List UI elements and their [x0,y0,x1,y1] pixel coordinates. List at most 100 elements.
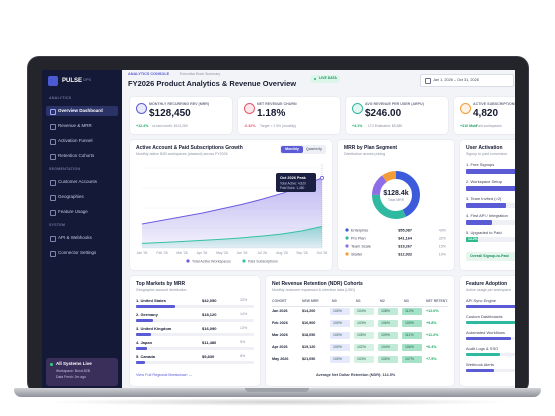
legend-swatch [345,244,349,248]
nav-label: Revenue & MRR [58,123,92,128]
nav-icon [50,236,56,242]
kpi-label: MONTHLY RECURRING REV (MRR) [149,102,210,106]
cell-text: Mar 2026 [272,333,288,337]
x-tick-label: Aug '26 [276,251,288,255]
cell-text: 100% [333,345,342,349]
kpi-label: ACTIVE SUBSCRIPTIONS [473,102,515,106]
heat-cell: 103% [354,320,374,327]
table-header: NEW MRR [302,299,319,303]
table-header: M3 [404,299,409,303]
feature-bar [466,353,501,356]
table-header: M0 [332,299,337,303]
step-label: 1. Free Signups [466,162,495,167]
market-name: 4. Japan [136,340,153,345]
step-label: 5. Upgraded to Paid [466,230,502,235]
market-bar [136,361,146,364]
brand-logo [48,76,58,86]
nav-section-label: ANALYTICS [49,96,72,100]
card-title: Net Revenue Retention (NDR) Cohorts [272,281,363,287]
heat-cell: 104% [378,344,398,351]
legend-label: Total Active Workspaces [192,259,231,263]
kpi-value: $246.00 [365,108,402,119]
heat-cell: 109% [402,320,422,327]
plan-name: Starter [351,252,363,256]
cell-text: 104% [381,345,390,349]
nav-item[interactable]: Revenue & MRR [46,121,118,131]
plan-share: 32% [439,236,447,240]
step-bar [466,220,493,225]
feature-bar [466,369,494,372]
feature-bar [466,337,512,340]
x-tick-label: May '26 [216,251,228,255]
markets-card: Top Markets by MRR Geographic account dis… [130,276,260,386]
x-tick-label: Jun '26 [237,251,248,255]
nav-label: Overview Dashboard [58,108,103,113]
kpi-icon [460,103,471,114]
table-header: NET RETENT. [426,299,448,303]
nav-icon [50,109,56,115]
feature-bar [466,305,515,308]
nav-item[interactable]: Overview Dashboard [46,106,118,116]
cell-text: Jan 2026 [272,309,288,313]
plan-name: Enterprise [351,228,368,232]
nav-item[interactable]: Connector Settings [46,248,118,258]
heat-cell: 106% [378,320,398,327]
heat-cell: 109% [378,332,398,339]
heat-cell: 105% [378,356,398,363]
card-subtitle: Monthly customer expansion & retention d… [272,288,356,292]
market-mrr: $9,830 [202,354,215,359]
legend-label: Paid Subscriptions [248,259,278,263]
heat-cell: 100% [330,356,350,363]
nav-label: Activation Funnel [58,138,93,143]
legend-swatch [186,259,190,263]
table-header: M1 [356,299,361,303]
nav-item[interactable]: Geographies [46,192,118,202]
step-label: 3. Team Invited (>2) [466,196,502,201]
regional-link[interactable]: View Full Regional Breakdown → [136,373,193,377]
kpi-card: AVG REVENUE PER USER (ARPU) $246.00 +4.1% L… [346,97,448,134]
heat-cell: 111% [402,332,422,339]
toggle-button[interactable]: Quarterly [303,146,325,153]
step-label: 4. First API / Integration [466,213,508,218]
plan-name: Pro Plan [351,236,366,240]
nav-icon [50,251,56,257]
nav-icon [50,195,56,201]
nav-item[interactable]: Retention Cohorts [46,151,118,161]
nav-item[interactable]: Customer Accounts [46,177,118,187]
x-tick-label: Feb '26 [156,251,167,255]
kpi-value: $128,450 [149,108,191,119]
brand-tag: OPS [83,78,92,82]
kpi-card: ACTIVE SUBSCRIPTIONS 4,820 +310 MoM Paid wo… [454,97,515,134]
cell-text: 105% [381,357,390,361]
kpi-card: NET REVENUE CHURN 1.18% -0.32% Target < 1.5… [238,97,340,134]
nav-label: Customer Accounts [58,179,98,184]
cell-text: 102% [357,345,366,349]
market-track [136,305,254,308]
footer-text: Overall Signup-to-Paid [470,253,509,258]
market-bar [136,333,152,336]
heat-cell: 100% [330,320,350,327]
kpi-label: AVG REVENUE PER USER (ARPU) [365,102,424,106]
heat-cell: 108% [378,308,398,315]
nav-item[interactable]: Feature Usage [46,207,118,217]
nav-label: Connector Settings [58,250,97,255]
toggle-label: Quarterly [306,146,322,151]
line [141,225,323,244]
heat-cell: 106% [402,344,422,351]
nav-item[interactable]: Activation Funnel [46,136,118,146]
kpi-note: Paid workspaces [476,124,502,128]
step-bar [466,237,478,242]
donut-center-value: $128.4k [383,190,408,197]
cell-text: May 2026 [272,357,289,361]
market-mrr: $11,480 [202,340,217,345]
plan-share: 43% [439,228,447,232]
date-picker[interactable]: Jan 1, 2026 – Oct 31, 2026 [420,74,514,87]
x-tick-label: Mar '26 [176,251,187,255]
market-track [136,347,254,350]
donut-segment [372,171,420,219]
heat-cell: 100% [330,344,350,351]
toggle-button[interactable]: Monthly [281,146,303,153]
heat-cell: 112% [402,308,422,315]
tooltip-title: Oct 2026 Peak [280,176,307,180]
nav-item[interactable]: API & Webhooks [46,233,118,243]
